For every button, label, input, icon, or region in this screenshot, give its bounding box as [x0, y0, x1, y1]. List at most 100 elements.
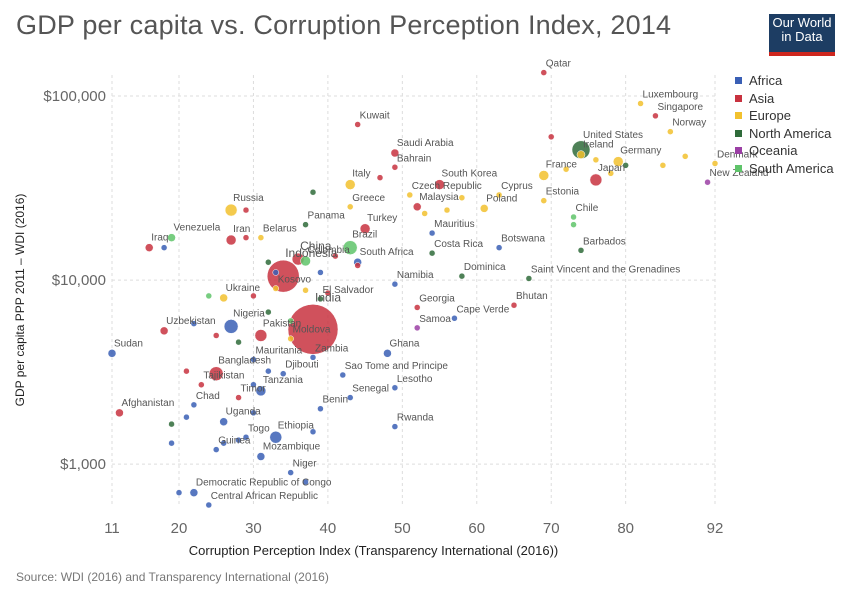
data-point [667, 128, 674, 135]
data-point [592, 156, 600, 164]
data-point [255, 385, 267, 397]
data-point [300, 255, 311, 267]
data-point [577, 247, 585, 254]
legend-item[interactable]: South America [735, 161, 834, 176]
data-point [421, 210, 428, 217]
point-label: Czech Republic [412, 181, 482, 192]
data-point [190, 320, 198, 327]
point-label: Mauritius [434, 219, 475, 230]
legend-label: Asia [749, 90, 775, 106]
data-point [190, 401, 198, 409]
data-point [242, 206, 250, 214]
logo-accent-bar [769, 52, 835, 56]
data-point [412, 202, 422, 212]
point-label: France [546, 159, 578, 170]
point-label: Japan [598, 163, 625, 174]
point-label: Pakistan [263, 318, 301, 329]
point-label: Barbados [583, 236, 626, 247]
data-point [495, 191, 503, 199]
data-point [711, 160, 719, 167]
legend-item[interactable]: Africa [735, 73, 782, 88]
point-label: Venezuela [174, 223, 221, 234]
point-label: Kuwait [360, 110, 390, 121]
data-point [346, 203, 354, 211]
data-point [235, 436, 242, 444]
point-label: El Salvador [322, 285, 374, 296]
point-label: Costa Rica [434, 239, 483, 250]
point-label: Poland [486, 193, 517, 204]
data-point [570, 221, 577, 228]
data-point [354, 121, 361, 128]
data-point [652, 112, 659, 120]
data-point [562, 165, 570, 173]
point-label: Denmark [717, 149, 759, 160]
y-tick-label: $1,000 [60, 456, 106, 473]
data-point [205, 292, 213, 300]
point-label: Uzbekistan [166, 316, 215, 327]
point-label: Sudan [114, 338, 143, 349]
point-label: United States [583, 130, 643, 141]
point-label: Lesotho [397, 374, 433, 385]
legend-item[interactable]: North America [735, 126, 831, 141]
data-point [242, 434, 250, 441]
legend-item[interactable]: Oceania [735, 143, 797, 158]
data-point [339, 371, 347, 379]
point-label: Turkey [367, 213, 397, 224]
legend-item[interactable]: Europe [735, 108, 791, 123]
legend-label: North America [749, 125, 832, 141]
data-point [212, 332, 220, 339]
point-label: Uganda [226, 407, 261, 418]
data-point [279, 370, 287, 377]
data-point [115, 408, 124, 418]
data-point [224, 203, 238, 217]
point-label: New Zealand [710, 168, 769, 179]
y-axis-label: GDP per capita PPP 2011 – WDI (2016) [13, 194, 27, 407]
point-label: Central African Republic [211, 491, 318, 502]
data-point [589, 173, 603, 187]
data-point [344, 179, 356, 190]
point-label: Qatar [546, 59, 572, 70]
x-tick-label: 20 [171, 520, 188, 537]
data-point [183, 413, 190, 421]
data-point [250, 292, 257, 300]
data-point [219, 417, 228, 426]
data-point [168, 439, 175, 447]
point-label: Italy [352, 169, 370, 180]
data-point [257, 234, 265, 241]
data-point [219, 293, 228, 303]
data-point [175, 489, 183, 496]
data-point [250, 356, 257, 363]
point-label: Guinea [218, 436, 251, 447]
data-point [225, 234, 237, 246]
legend-item[interactable]: Asia [735, 91, 774, 106]
point-label: Tajikistan [203, 371, 244, 382]
data-point [317, 405, 324, 412]
legend-label: Oceania [749, 143, 798, 158]
point-label: Ireland [583, 140, 614, 151]
data-point [256, 452, 266, 461]
data-point [198, 381, 205, 388]
data-point [272, 269, 280, 276]
owid-logo[interactable]: Our World in Data [769, 14, 835, 56]
x-tick-label: 11 [104, 520, 120, 537]
data-point [458, 194, 466, 201]
point-label: Ukraine [226, 283, 261, 294]
data-point [272, 285, 280, 292]
data-point [479, 204, 489, 213]
data-point [266, 259, 300, 293]
data-point [612, 156, 624, 167]
data-point [212, 446, 220, 453]
point-label: China [300, 239, 332, 253]
point-label: Tanzania [263, 375, 303, 386]
data-point [443, 206, 451, 214]
data-point [208, 366, 224, 381]
logo-line-1: Our World [772, 15, 832, 30]
point-label: Brazil [352, 230, 377, 241]
logo-line-2: in Data [781, 29, 823, 44]
data-point [376, 174, 384, 181]
data-point [223, 319, 239, 334]
point-label: Moldova [293, 325, 331, 336]
point-label: Belarus [263, 224, 297, 235]
data-point [704, 178, 711, 186]
point-label: Bahrain [397, 153, 431, 164]
